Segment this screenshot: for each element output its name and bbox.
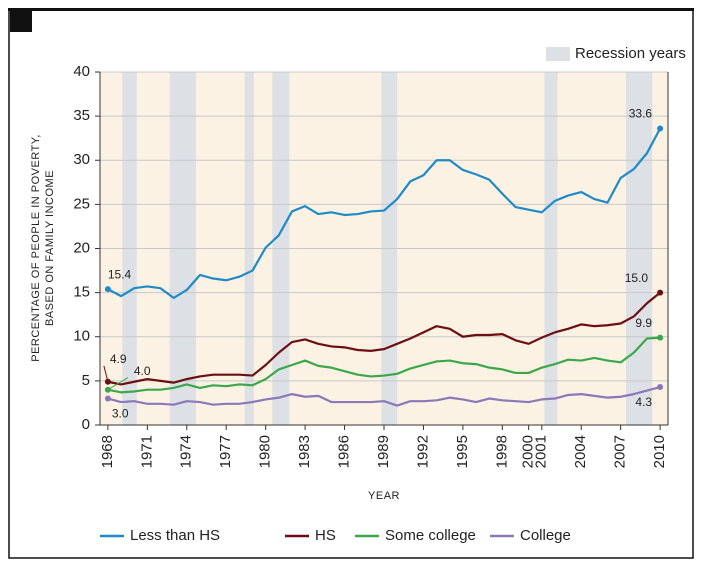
data-label: 15.4	[108, 267, 132, 281]
x-tick-label: 1986	[336, 435, 353, 468]
data-label: 33.6	[629, 107, 653, 121]
x-tick-label: 1977	[217, 435, 234, 468]
legend-label: Less than HS	[130, 527, 220, 544]
legend-label: HS	[315, 527, 336, 544]
leader-line	[107, 377, 129, 391]
x-tick-label: 1968	[99, 435, 116, 468]
y-tick-label: 10	[73, 328, 90, 345]
end-point	[657, 384, 664, 391]
x-axis-label: YEAR	[368, 490, 400, 502]
end-point	[657, 334, 664, 341]
data-label: 4.3	[635, 395, 652, 409]
x-tick-label: 2010	[651, 435, 668, 468]
data-label: 9.9	[635, 316, 652, 330]
x-tick-label: 1998	[493, 435, 510, 468]
data-label: 4.0	[134, 364, 151, 378]
series-line	[107, 291, 661, 386]
x-tick-label: 1974	[178, 435, 195, 468]
x-tick-label: 1992	[414, 435, 431, 468]
y-tick-label: 20	[73, 239, 90, 256]
top-bar	[8, 8, 694, 11]
y-tick-label: 15	[73, 284, 90, 301]
y-tick-label: 0	[82, 416, 90, 433]
y-tick-label: 5	[82, 372, 90, 389]
x-tick-label: 1983	[296, 435, 313, 468]
y-tick-label: 40	[73, 63, 90, 80]
y-tick-label: 25	[73, 195, 90, 212]
legend-label: College	[520, 527, 571, 544]
end-point	[104, 395, 111, 402]
corner-block	[10, 10, 32, 32]
x-tick-label: 1989	[375, 435, 392, 468]
y-tick-label: 35	[73, 107, 90, 124]
leader-line	[103, 365, 109, 382]
x-tick-label: 2007	[612, 435, 629, 468]
end-point	[657, 289, 664, 296]
data-label: 15.0	[625, 271, 649, 285]
x-tick-label: 1995	[454, 435, 471, 468]
x-tick-label: 1971	[138, 435, 155, 468]
x-tick-label: 1980	[257, 435, 274, 468]
x-tick-label: 2000	[520, 435, 537, 468]
end-point	[657, 125, 664, 132]
data-label: 4.9	[110, 352, 127, 366]
y-axis-label: PERCENTAGE OF PEOPLE IN POVERTY, BASED O…	[30, 134, 56, 362]
data-label: 3.0	[112, 407, 129, 421]
series-line	[107, 385, 661, 407]
y-axis-label-line: PERCENTAGE OF PEOPLE IN POVERTY,	[30, 134, 42, 362]
y-tick-label: 30	[73, 151, 90, 168]
recession-legend-swatch	[546, 47, 570, 61]
series-line	[107, 336, 661, 394]
x-tick-label: 2004	[572, 435, 589, 468]
x-tick-label: 2001	[533, 435, 550, 468]
recession-legend-label: Recession years	[575, 45, 686, 62]
end-point	[104, 286, 111, 293]
y-axis-label-line: BASED ON FAMILY INCOME	[44, 170, 56, 326]
legend-label: Some college	[385, 527, 476, 544]
series-line	[107, 127, 662, 300]
